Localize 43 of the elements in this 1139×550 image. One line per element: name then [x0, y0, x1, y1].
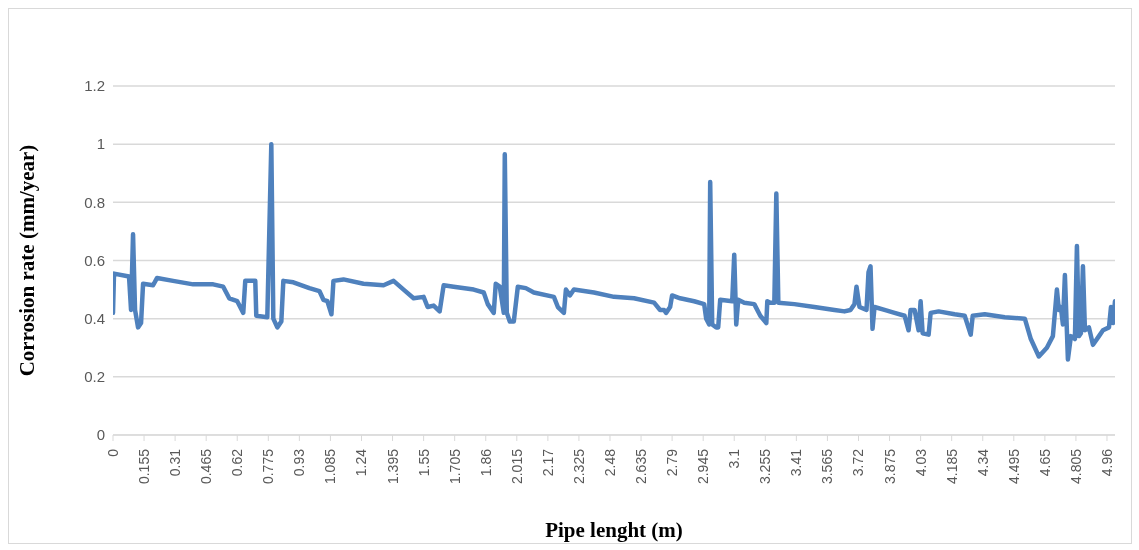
y-axis-title: Corrosion rate (mm/year): [15, 144, 40, 377]
x-tick-label: 0.93: [291, 448, 308, 477]
x-tick-label: 0.775: [260, 448, 277, 485]
x-tick-label: 1.86: [477, 448, 494, 477]
x-tick-label: 3.565: [819, 448, 836, 485]
x-tick-label: 4.96: [1098, 448, 1115, 477]
y-tick-label: 0.8: [84, 193, 105, 211]
x-tick-label: 2.945: [695, 448, 712, 485]
x-tick-label: 1.395: [384, 448, 401, 485]
x-tick-label: 4.185: [943, 448, 960, 485]
x-tick-label: 3.875: [881, 448, 898, 485]
x-tick-label: 4.34: [974, 448, 991, 477]
x-axis-title: Pipe lenght (m): [545, 518, 683, 542]
x-tick-label: 0: [105, 448, 121, 457]
x-tick-label: 2.17: [539, 448, 556, 477]
x-tick-label: 3.255: [757, 448, 774, 485]
line-series: [113, 141, 1115, 362]
x-tick-label: 0.155: [136, 448, 153, 485]
x-tick-label: 2.79: [664, 448, 681, 477]
y-tick-label: 0: [96, 426, 105, 444]
x-tick-label: 1.085: [322, 448, 339, 485]
y-tick-label: 1.2: [84, 77, 105, 95]
x-tick-label: 4.03: [912, 448, 929, 477]
x-tick-label: 4.65: [1036, 448, 1053, 477]
x-tick-label: 1.55: [415, 448, 432, 477]
x-tick-label: 4.805: [1067, 448, 1084, 485]
x-tick-label: 0.465: [198, 448, 215, 485]
x-tick-label: 2.635: [633, 448, 650, 485]
y-tick-label: 0.2: [84, 368, 105, 386]
y-tick-label: 0.4: [84, 309, 105, 327]
y-tick-label: 0.6: [84, 251, 105, 269]
x-tick-label: 1.705: [446, 448, 463, 485]
y-tick-label: 1: [96, 135, 105, 153]
x-tick-label: 4.495: [1005, 448, 1022, 485]
x-tick-label: 1.24: [353, 448, 370, 477]
x-tick-label: 0.31: [167, 448, 184, 477]
x-tick-label: 2.325: [570, 448, 587, 485]
x-tick-label: 2.48: [601, 448, 618, 477]
x-tick-label: 0.62: [229, 448, 246, 477]
x-tick-label: 3.1: [726, 448, 743, 469]
x-tick-label: 2.015: [508, 448, 525, 485]
x-tick-label: 3.72: [850, 448, 867, 477]
x-tick-label: 3.41: [788, 448, 805, 477]
